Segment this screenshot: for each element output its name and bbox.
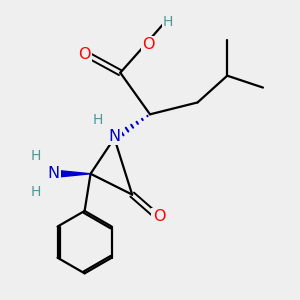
Text: N: N bbox=[47, 166, 59, 181]
Text: O: O bbox=[153, 209, 165, 224]
Text: O: O bbox=[142, 37, 155, 52]
Text: H: H bbox=[93, 113, 103, 127]
Text: N: N bbox=[108, 129, 120, 144]
Text: H: H bbox=[163, 15, 173, 29]
Text: O: O bbox=[78, 47, 91, 62]
Text: H: H bbox=[30, 184, 41, 199]
Text: H: H bbox=[30, 149, 41, 163]
Polygon shape bbox=[52, 170, 91, 178]
